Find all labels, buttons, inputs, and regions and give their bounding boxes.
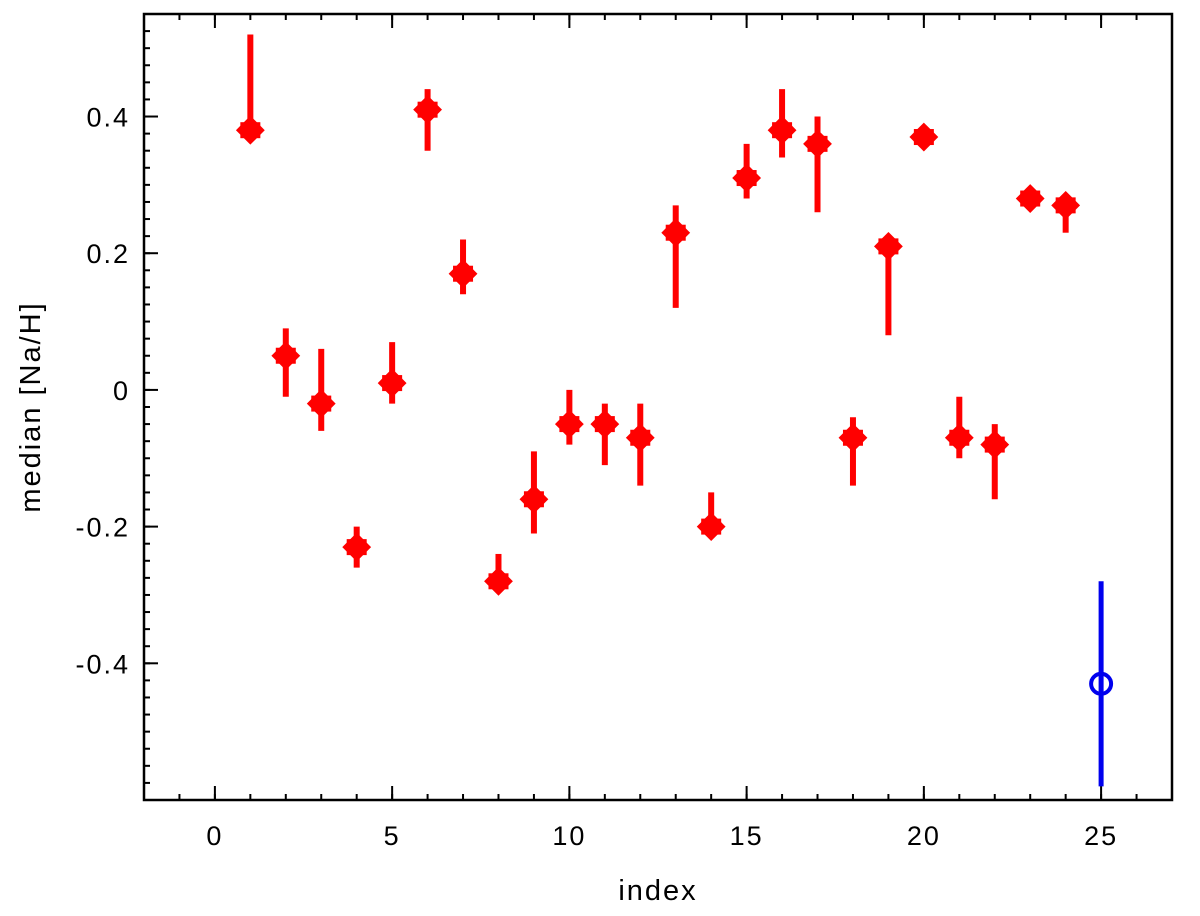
y-major-ticks xyxy=(144,115,158,665)
data-point-body xyxy=(665,224,686,241)
data-point-body xyxy=(488,573,509,590)
data-point xyxy=(1089,671,1114,696)
y-axis-title: median [Na/H] xyxy=(15,301,47,512)
data-point-body xyxy=(311,395,332,412)
x-tick-labels: 0 5 10 15 20 25 xyxy=(206,821,1118,851)
x-major-ticks xyxy=(213,14,1103,800)
data-point-body xyxy=(523,491,544,508)
markers xyxy=(235,95,1114,696)
y-tick-label: 0.4 xyxy=(86,103,130,133)
y-tick-label: 0 xyxy=(113,376,130,406)
plot-frame xyxy=(142,12,1174,802)
y-tick-label: -0.4 xyxy=(75,649,130,679)
x-tick-label: 0 xyxy=(206,821,223,851)
data-point-body xyxy=(949,429,970,446)
data-point-body xyxy=(913,129,934,146)
data-point-body xyxy=(594,416,615,433)
data-point-body xyxy=(240,122,261,139)
data-point-body xyxy=(701,518,722,535)
x-tick-label: 20 xyxy=(907,821,941,851)
data-point-body xyxy=(984,436,1005,453)
x-tick-label: 10 xyxy=(552,821,586,851)
x-tick-label: 5 xyxy=(384,821,401,851)
data-point-body xyxy=(382,375,403,392)
data-point-body xyxy=(1055,197,1076,214)
data-point-body xyxy=(275,347,296,364)
y-tick-labels: -0.4 -0.2 0 0.2 0.4 xyxy=(75,103,130,680)
data-point-body xyxy=(736,170,757,187)
data-point-body xyxy=(453,265,474,282)
data-point-body xyxy=(807,135,828,152)
data-point-body xyxy=(878,238,899,255)
data-point-body xyxy=(630,429,651,446)
x-tick-label: 15 xyxy=(730,821,764,851)
y-tick-label: 0.2 xyxy=(86,239,130,269)
x-tick-label: 25 xyxy=(1084,821,1118,851)
y-tick-label: -0.2 xyxy=(75,513,130,543)
x-axis-title: index xyxy=(618,875,697,907)
data-point-body xyxy=(842,429,863,446)
data-point-body xyxy=(772,122,793,139)
data-point-body xyxy=(346,539,367,556)
data-point-body xyxy=(559,416,580,433)
data-point-body xyxy=(1020,190,1041,207)
data-point-body xyxy=(417,101,438,118)
